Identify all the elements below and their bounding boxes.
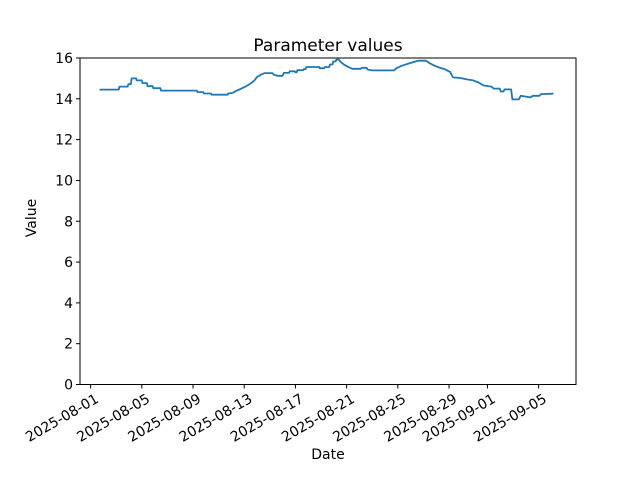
data-series-line <box>99 58 554 101</box>
plot-area-border <box>79 57 577 385</box>
data-series <box>99 58 554 101</box>
y-tick-label: 16 <box>55 51 73 67</box>
axis-ticks: 02468101214162025-08-012025-08-052025-08… <box>23 51 549 446</box>
y-tick-label: 2 <box>64 337 73 353</box>
x-axis-label: Date <box>311 447 344 463</box>
y-tick-label: 0 <box>64 378 73 394</box>
y-tick-label: 10 <box>55 173 73 189</box>
y-tick-label: 4 <box>64 296 73 312</box>
y-tick-label: 6 <box>64 255 73 271</box>
y-tick-label: 14 <box>55 92 73 108</box>
y-tick-label: 12 <box>55 133 73 149</box>
y-axis-label: Value <box>24 199 40 237</box>
chart-title: Parameter values <box>253 36 402 56</box>
y-tick-label: 8 <box>64 214 73 230</box>
